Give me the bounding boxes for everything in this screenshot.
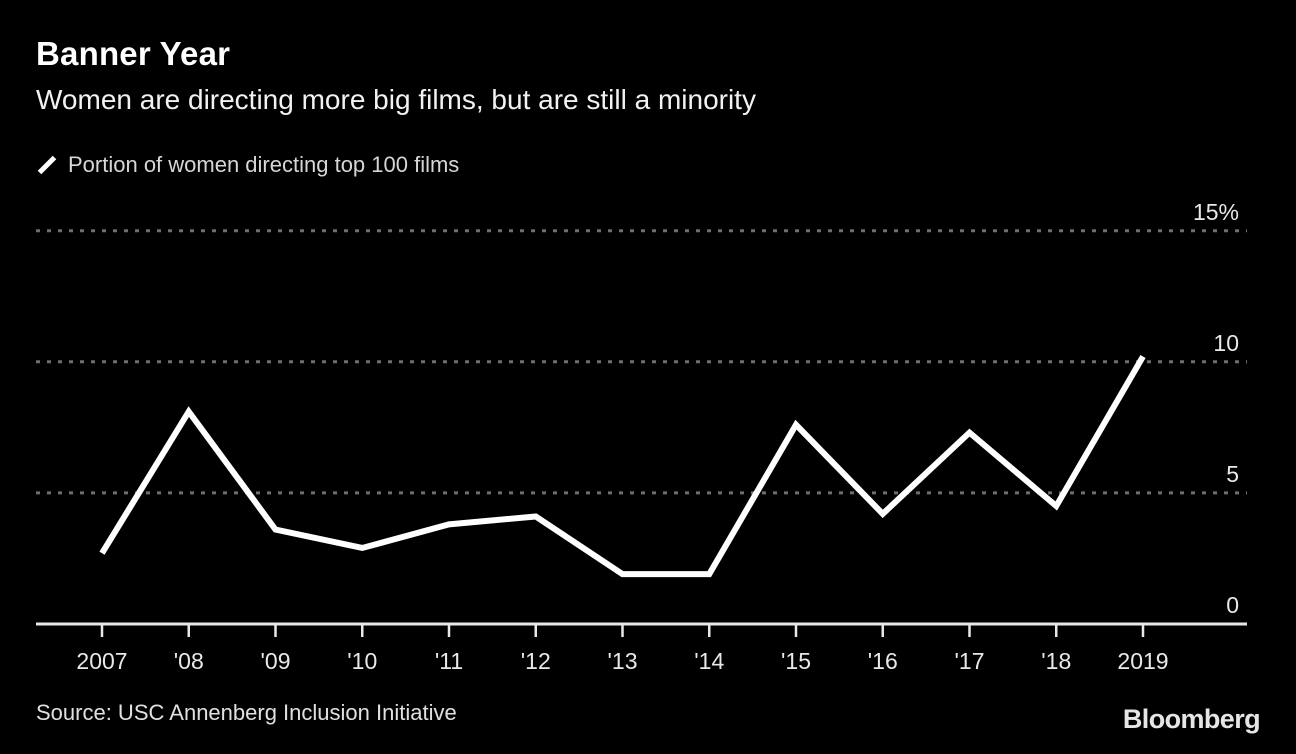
page-subtitle: Women are directing more big films, but … <box>36 84 756 115</box>
x-axis-tick-label: 2019 <box>1117 648 1169 674</box>
y-axis-tick-label: 5 <box>1226 460 1239 487</box>
chart-x-ticks <box>100 624 1145 637</box>
chart-legend: Portion of women directing top 100 films <box>36 152 459 178</box>
chart-gridlines <box>36 229 1247 495</box>
x-axis-tick-label: 2007 <box>76 648 128 674</box>
y-axis-tick-label: 0 <box>1226 592 1239 618</box>
diagonal-slash-icon <box>36 154 58 176</box>
y-axis-tick-label: 15% <box>1192 198 1239 225</box>
x-axis-tick-label: '16 <box>867 648 898 674</box>
source-note: Source: USC Annenberg Inclusion Initiati… <box>36 700 457 725</box>
bloomberg-logo: Bloomberg <box>1122 704 1261 734</box>
x-axis-tick-label: '08 <box>173 648 204 674</box>
legend-series-label: Portion of women directing top 100 films <box>68 152 460 177</box>
x-axis-tick-label: '18 <box>1041 648 1072 674</box>
x-axis-tick-label: '15 <box>781 648 811 674</box>
x-axis-tick-label: '13 <box>607 648 638 674</box>
page-title: Banner Year <box>36 35 231 72</box>
x-axis-tick-label: '11 <box>434 648 464 674</box>
x-axis-tick-label: '12 <box>520 648 551 674</box>
x-axis-tick-label: '14 <box>694 648 725 674</box>
chart-data-line <box>99 355 1146 578</box>
x-axis-tick-label: '17 <box>954 648 985 674</box>
x-axis-tick-label: '10 <box>347 648 378 674</box>
y-axis-tick-label: 10 <box>1213 329 1239 356</box>
x-axis-tick-label: '09 <box>260 648 291 674</box>
